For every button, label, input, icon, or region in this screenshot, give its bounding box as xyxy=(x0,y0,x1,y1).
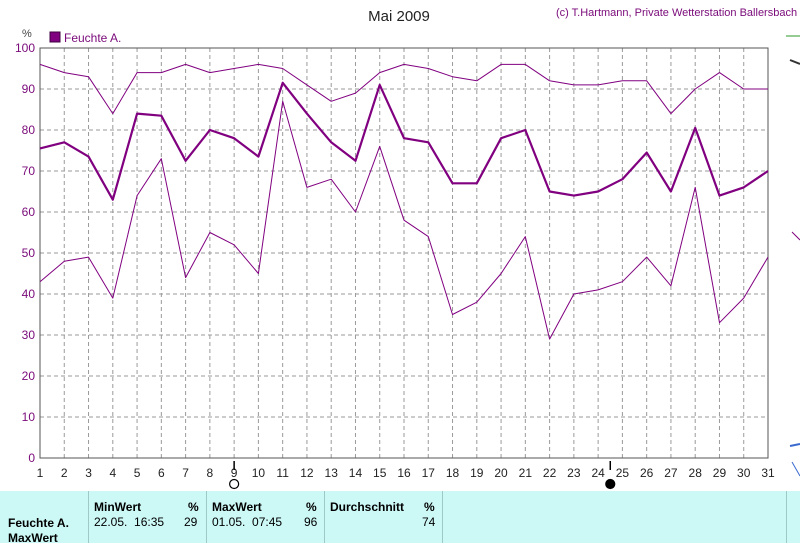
series-line-average xyxy=(39,81,769,201)
avg-header: Durchschnitt xyxy=(330,500,405,514)
avg-value: 74 xyxy=(422,515,436,529)
statistics-panel: Feuchte A. MaxWert MinWert % 22.05. 16:3… xyxy=(0,491,800,545)
plot-area-frame xyxy=(39,47,769,459)
x-tick-label: 4 xyxy=(109,466,116,480)
humidity-chart: Mai 2009 (c) T.Hartmann, Private Wetters… xyxy=(14,7,800,490)
x-tick-label: 29 xyxy=(713,466,727,480)
x-tick-label: 5 xyxy=(134,466,141,480)
copyright-text: (c) T.Hartmann, Private Wetterstation Ba… xyxy=(556,7,797,19)
x-tick-label: 9 xyxy=(231,466,238,480)
min-header: MinWert xyxy=(94,500,142,514)
y-tick-label: 100 xyxy=(15,41,35,55)
x-tick-label: 26 xyxy=(640,466,654,480)
x-tick-label: 14 xyxy=(349,466,363,480)
x-tick-label: 23 xyxy=(567,466,581,480)
x-tick-label: 30 xyxy=(737,466,751,480)
x-tick-label: 15 xyxy=(373,466,387,480)
x-tick-label: 6 xyxy=(158,466,165,480)
y-axis-unit: % xyxy=(22,28,32,40)
y-tick-label: 90 xyxy=(22,82,36,96)
x-tick-label: 11 xyxy=(276,466,289,480)
x-tick-label: 21 xyxy=(519,466,533,480)
avg-unit: % xyxy=(424,500,435,514)
y-tick-label: 80 xyxy=(22,123,36,137)
x-tick-label: 16 xyxy=(397,466,411,480)
y-tick-label: 0 xyxy=(28,451,35,465)
max-unit: % xyxy=(306,500,317,514)
max-value: 96 xyxy=(304,515,318,529)
first-quarter-moon-icon xyxy=(229,478,240,490)
x-tick-label: 17 xyxy=(422,466,436,480)
x-tick-label: 31 xyxy=(761,466,775,480)
x-tick-label: 25 xyxy=(616,466,630,480)
series-line-min xyxy=(39,100,769,340)
x-tick-label: 7 xyxy=(182,466,189,480)
x-tick-label: 8 xyxy=(207,466,214,480)
x-tick-label: 22 xyxy=(543,466,557,480)
chart-title: Mai 2009 xyxy=(368,8,430,25)
x-tick-label: 2 xyxy=(61,466,68,480)
x-tick-label: 24 xyxy=(591,466,605,480)
min-value: 29 xyxy=(184,515,198,529)
min-unit: % xyxy=(188,500,199,514)
x-tick-label: 28 xyxy=(689,466,703,480)
new-moon-icon xyxy=(605,478,616,490)
min-time: 22.05. 16:35 xyxy=(94,515,165,529)
y-tick-label: 20 xyxy=(22,369,36,383)
y-tick-label: 50 xyxy=(22,246,36,260)
x-tick-label: 10 xyxy=(252,466,266,480)
y-tick-label: 10 xyxy=(22,410,36,424)
max-header: MaxWert xyxy=(212,500,262,514)
x-tick-label: 3 xyxy=(85,466,92,480)
x-tick-label: 20 xyxy=(494,466,508,480)
right-edge-decoration xyxy=(786,35,800,477)
series-line-max xyxy=(39,63,768,115)
x-tick-label: 12 xyxy=(300,466,314,480)
x-tick-label: 1 xyxy=(37,466,44,480)
x-tick-label: 19 xyxy=(470,466,484,480)
y-tick-label: 40 xyxy=(22,287,36,301)
legend-swatch xyxy=(49,31,61,43)
x-tick-label: 18 xyxy=(446,466,460,480)
x-tick-label: 27 xyxy=(664,466,678,480)
legend-label: Feuchte A. xyxy=(64,31,121,45)
series-label: Feuchte A. xyxy=(8,516,69,530)
max-time: 01.05. 07:45 xyxy=(212,515,283,529)
y-tick-label: 70 xyxy=(22,164,36,178)
y-tick-label: 60 xyxy=(22,205,36,219)
maxwert-row-label: MaxWert xyxy=(8,531,58,545)
x-tick-label: 13 xyxy=(325,466,339,480)
y-tick-label: 30 xyxy=(22,328,36,342)
